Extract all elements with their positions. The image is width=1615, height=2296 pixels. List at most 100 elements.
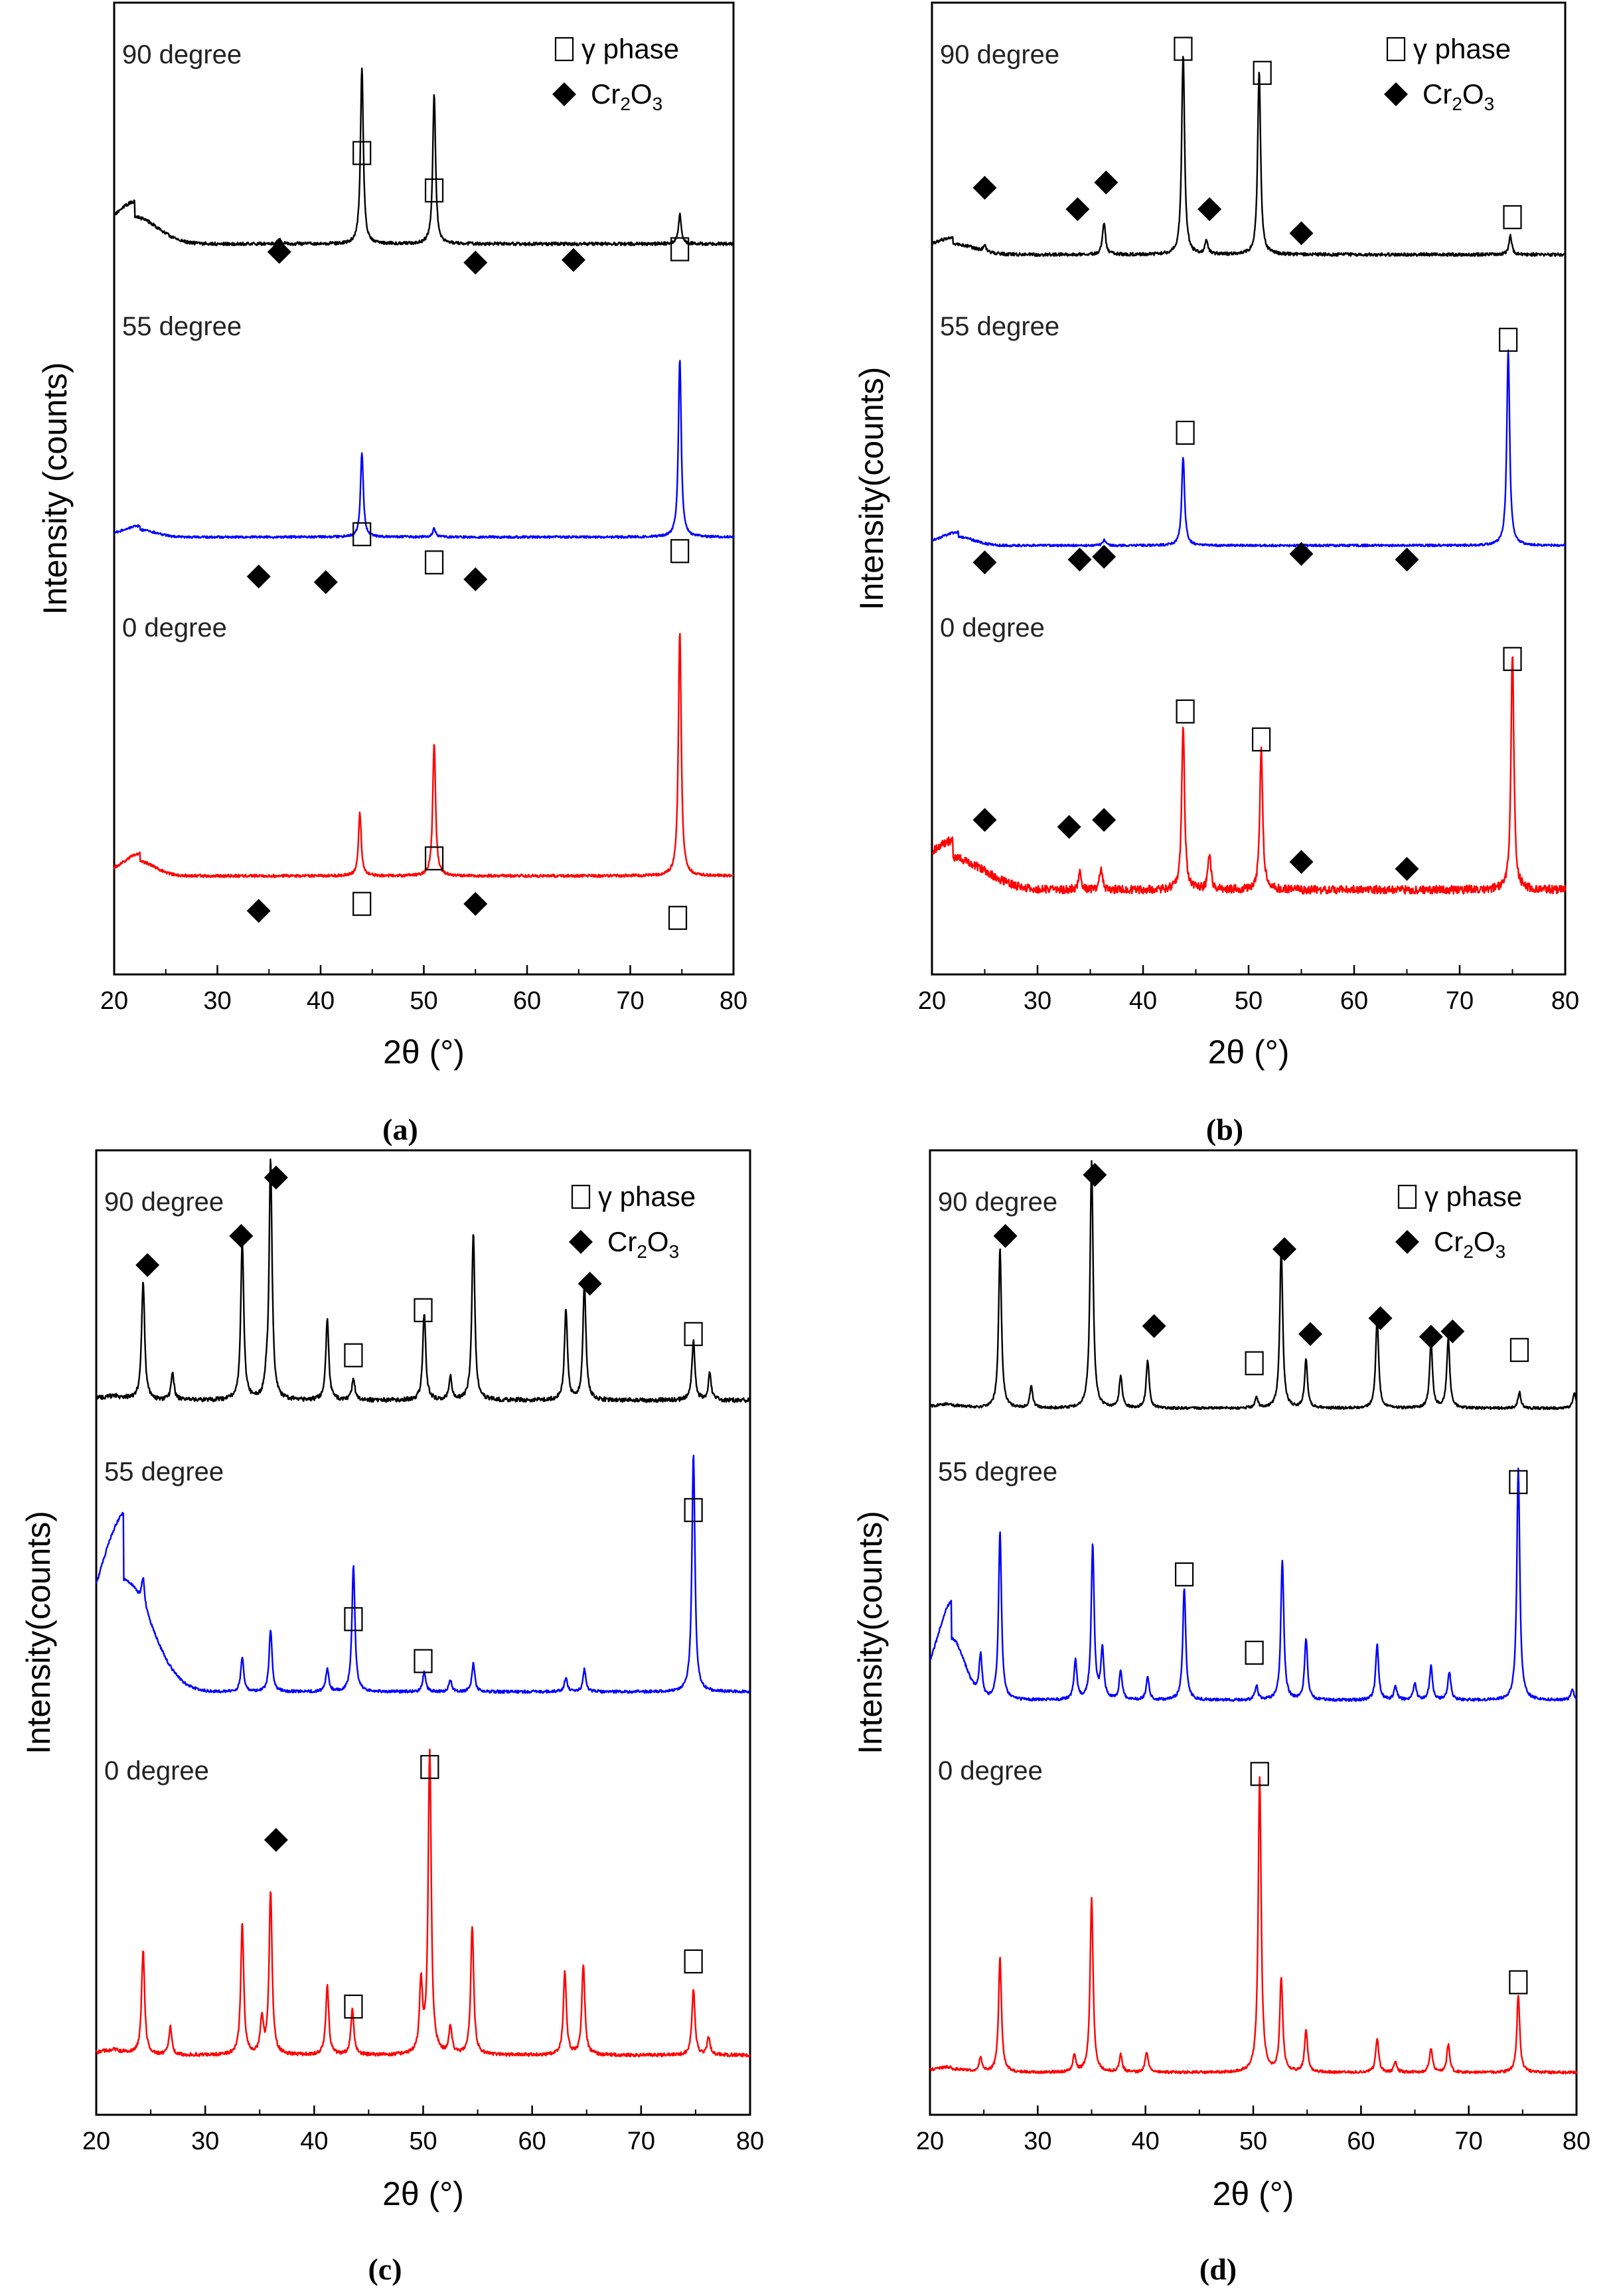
legend: γ phase Cr2O3	[552, 33, 679, 114]
legend-cr2o3-label: Cr2O3	[591, 78, 662, 114]
cr2o3-marker	[577, 1271, 602, 1296]
x-tick-label: 20	[100, 987, 128, 1015]
gamma-phase-marker	[424, 550, 444, 575]
series-line-0-degree	[929, 1776, 1578, 2075]
panel-c-caption: (c)	[368, 2252, 402, 2286]
cr2o3-marker	[1395, 857, 1419, 881]
series-line-90-degree	[931, 56, 1566, 258]
gamma-phase-marker	[1499, 327, 1518, 352]
x-axis-title: 2θ (°)	[1208, 1033, 1290, 1071]
legend-gamma-icon	[571, 1184, 591, 1209]
cr2o3-marker	[993, 1223, 1018, 1248]
series-line-55-degree	[113, 360, 735, 539]
legend-cr2o3-label: Cr2O3	[607, 1226, 679, 1262]
series-line-55-degree	[95, 1454, 751, 1694]
cr2o3-marker	[1197, 197, 1222, 222]
legend-cr2o3-label: Cr2O3	[1423, 78, 1494, 114]
series-line-90-degree	[95, 1158, 751, 1403]
x-tick-label: 40	[300, 2127, 328, 2155]
y-axis-title: Intensity (counts)	[37, 362, 74, 615]
cr2o3-marker	[1272, 1237, 1297, 1261]
x-tick-label: 30	[191, 2127, 219, 2155]
legend: γ phase Cr2O3	[1395, 1181, 1522, 1262]
gamma-phase-marker	[352, 891, 372, 916]
cr2o3-marker	[1092, 544, 1116, 569]
gamma-phase-marker	[1503, 205, 1522, 230]
series-label: 55 degree	[938, 1458, 1057, 1487]
cr2o3-marker	[1083, 1163, 1107, 1187]
legend: γ phase Cr2O3	[569, 1181, 696, 1262]
x-tick-label: 80	[1563, 2127, 1590, 2155]
gamma-phase-marker	[684, 1949, 703, 1974]
legend-cr2o3-icon	[1384, 82, 1408, 106]
gamma-phase-marker	[668, 905, 688, 930]
cr2o3-marker	[463, 567, 488, 591]
x-tick-label: 60	[518, 2127, 546, 2155]
cr2o3-marker	[972, 175, 997, 200]
panel-b-caption: (b)	[1206, 1112, 1243, 1146]
x-tick-label: 40	[1132, 2127, 1160, 2155]
series-label: 90 degree	[122, 40, 242, 69]
series-label: 90 degree	[938, 1187, 1057, 1217]
cr2o3-marker	[313, 570, 338, 594]
gamma-phase-marker	[1176, 420, 1195, 445]
cr2o3-marker	[246, 899, 271, 923]
cr2o3-marker	[1440, 1319, 1465, 1343]
cr2o3-marker	[1289, 542, 1314, 566]
cr2o3-marker	[1094, 170, 1118, 194]
cr2o3-marker	[264, 1166, 288, 1190]
gamma-phase-marker	[670, 237, 690, 262]
gamma-phase-marker	[352, 522, 372, 546]
x-tick-label: 30	[1024, 987, 1051, 1015]
legend-gamma-icon	[1386, 37, 1406, 62]
gamma-phase-marker	[1251, 727, 1271, 752]
legend-gamma-label: γ phase	[1413, 33, 1511, 64]
gamma-phase-marker	[344, 1343, 363, 1367]
gamma-phase-marker	[1253, 60, 1272, 85]
panel-b: (b) 90 degree 55 degree 0 degree 20 30 40 50 60…	[853, 1, 1579, 1146]
x-tick-label: 50	[410, 987, 437, 1015]
legend-cr2o3-label: Cr2O3	[1434, 1226, 1505, 1262]
cr2o3-marker	[1289, 221, 1314, 246]
cr2o3-marker	[1289, 850, 1314, 874]
x-tick-label: 20	[918, 987, 946, 1015]
gamma-phase-marker	[414, 1298, 433, 1322]
series-line-0-degree	[113, 633, 734, 878]
cr2o3-marker	[1419, 1324, 1443, 1349]
x-axis-title: 2θ (°)	[1213, 2175, 1294, 2212]
y-axis-title: Intensity(counts)	[853, 367, 890, 611]
cr2o3-marker	[246, 564, 271, 589]
cr2o3-marker	[463, 891, 488, 916]
gamma-phase-marker	[1176, 699, 1195, 724]
x-tick-label: 50	[1235, 987, 1263, 1015]
x-tick-label: 50	[1239, 2127, 1267, 2155]
gamma-phase-marker	[344, 1607, 363, 1632]
panel-a-caption: (a)	[382, 1112, 418, 1146]
legend-cr2o3-icon	[1395, 1230, 1419, 1254]
series-line-55-degree	[929, 1467, 1577, 1702]
series-label: 55 degree	[940, 312, 1059, 341]
series-label: 0 degree	[938, 1756, 1043, 1786]
x-tick-label: 80	[720, 987, 747, 1015]
series-line-90-degree	[929, 1160, 1578, 1411]
series-label: 0 degree	[104, 1756, 209, 1786]
cr2o3-marker	[1142, 1314, 1166, 1338]
gamma-phase-marker	[1509, 1470, 1528, 1494]
series-label: 55 degree	[104, 1458, 224, 1487]
gamma-phase-marker	[1509, 1970, 1528, 1995]
cr2o3-marker	[1368, 1306, 1393, 1330]
panel-d-caption: (d)	[1199, 2252, 1237, 2286]
cr2o3-marker	[1298, 1322, 1323, 1346]
x-tick-label: 70	[627, 2127, 655, 2155]
x-tick-label: 70	[1446, 987, 1474, 1015]
legend-gamma-label: γ phase	[1424, 1181, 1522, 1212]
x-tick-label: 40	[307, 987, 335, 1015]
gamma-phase-marker	[684, 1497, 703, 1523]
legend-cr2o3-icon	[569, 1230, 593, 1254]
panel-d: (d) 90 degree 55 degree 0 degree 20 30 40 50 60…	[852, 1149, 1590, 2286]
cr2o3-marker	[1067, 548, 1092, 572]
x-tick-label: 80	[1551, 987, 1579, 1015]
cr2o3-marker	[972, 550, 997, 575]
cr2o3-marker	[561, 248, 585, 272]
